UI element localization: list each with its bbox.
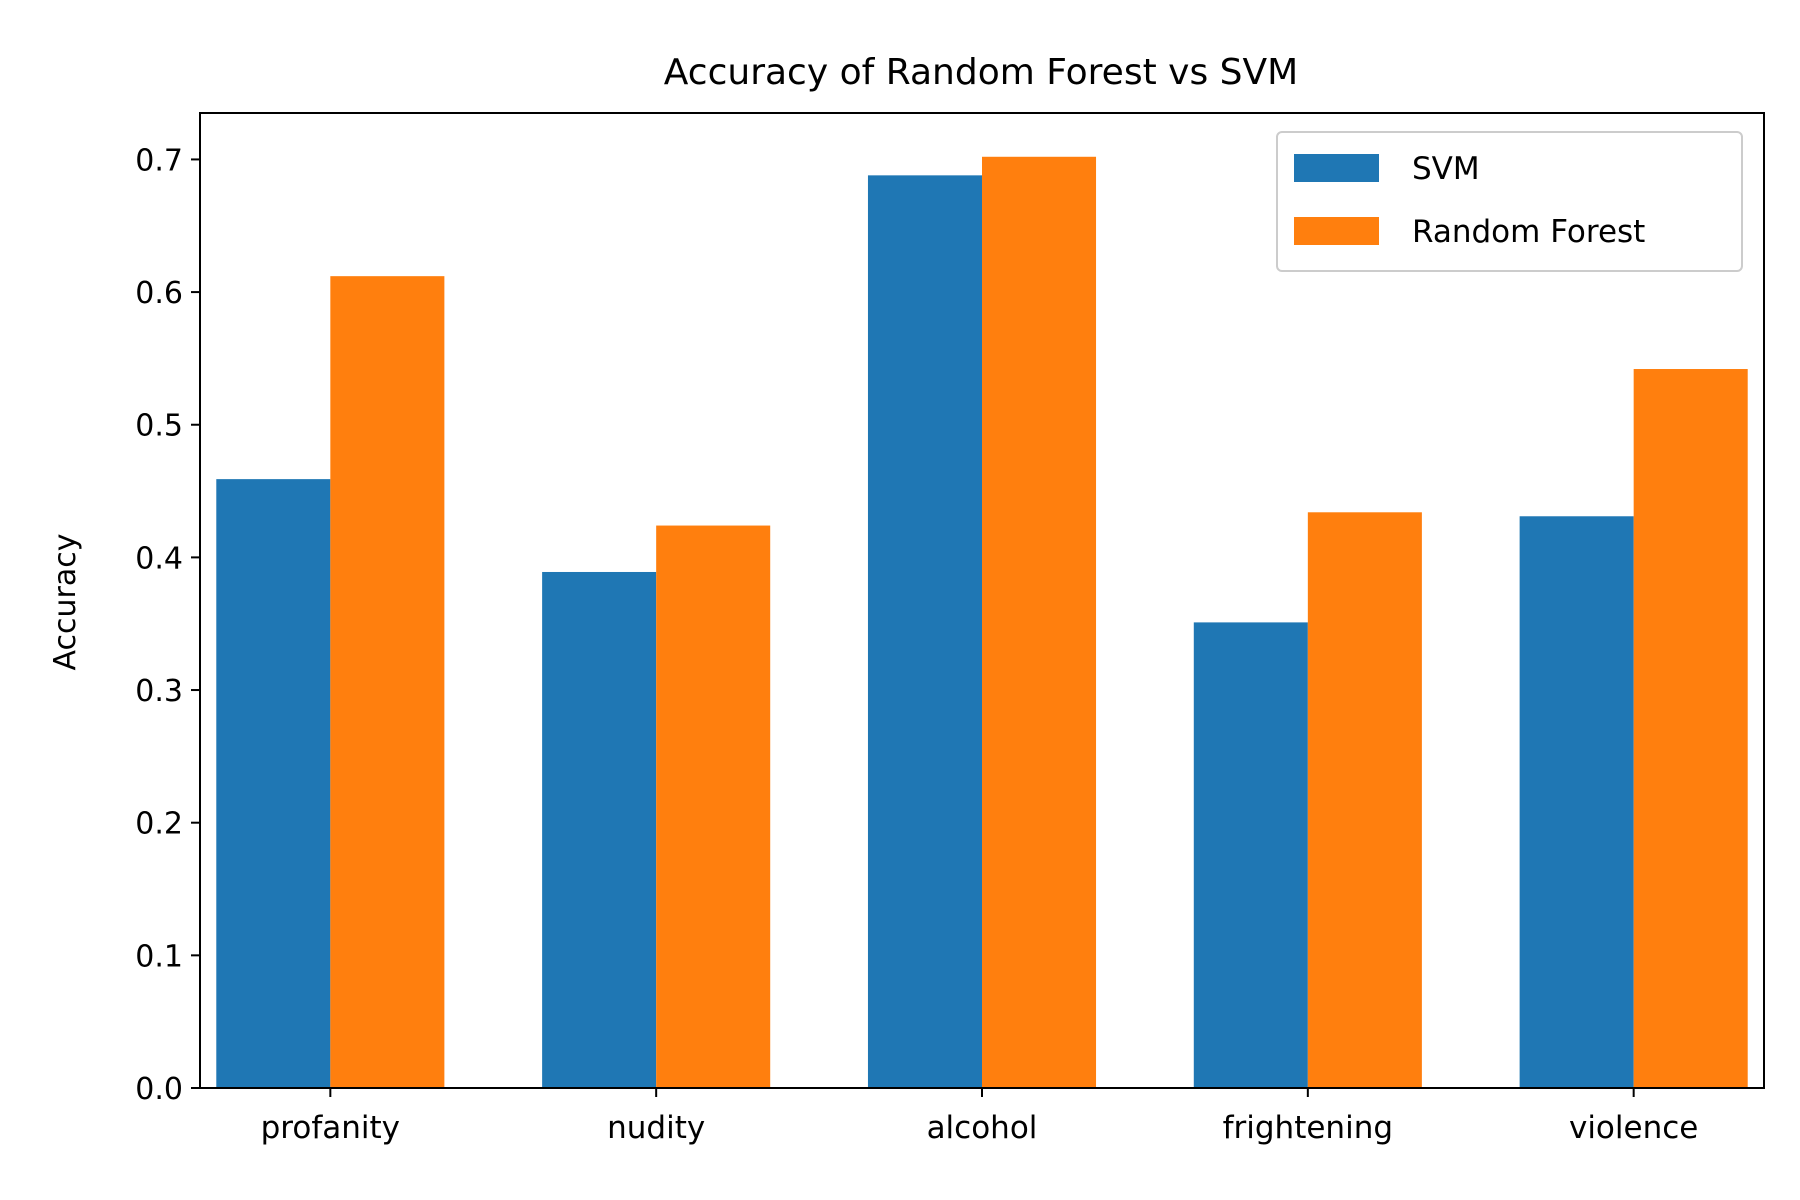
bars-layer xyxy=(216,156,1748,1089)
bar-svm-frightening xyxy=(1193,622,1308,1088)
bar-random-forest-profanity xyxy=(330,276,445,1088)
y-tick-label: 0.0 xyxy=(135,1072,183,1107)
legend-label-svm: SVM xyxy=(1412,151,1480,187)
bar-svm-alcohol xyxy=(867,175,982,1089)
bar-svm-nudity xyxy=(542,571,657,1088)
x-tick-label-frightening: frightening xyxy=(1223,1110,1393,1146)
legend-frame xyxy=(1276,131,1743,272)
legend-label-random-forest: Random Forest xyxy=(1412,214,1645,250)
bar-random-forest-violence xyxy=(1633,369,1748,1089)
legend: SVM Random Forest xyxy=(1276,131,1743,272)
bar-random-forest-nudity xyxy=(656,525,771,1088)
y-tick-label: 0.1 xyxy=(135,939,183,974)
bar-random-forest-frightening xyxy=(1307,512,1422,1088)
y-tick-label: 0.5 xyxy=(135,409,183,444)
bar-svm-profanity xyxy=(216,479,331,1088)
axes-layer: 0.0 0.1 0.2 0.3 0.4 0.5 0.6 0.7 profanity nudity a… xyxy=(135,112,1765,1146)
chart-title: Accuracy of Random Forest vs SVM xyxy=(664,52,1298,93)
legend-swatch-random-forest xyxy=(1294,217,1379,245)
y-tick-label: 0.2 xyxy=(135,807,183,842)
legend-swatch-svm xyxy=(1294,154,1379,182)
x-tick-label-alcohol: alcohol xyxy=(927,1110,1038,1146)
y-tick-label: 0.4 xyxy=(135,541,183,576)
x-tick-label-violence: violence xyxy=(1569,1110,1698,1146)
y-tick-label: 0.7 xyxy=(135,143,183,178)
bar-random-forest-alcohol xyxy=(982,156,1097,1088)
y-axis-label: Accuracy xyxy=(48,534,83,671)
y-tick-label: 0.6 xyxy=(135,276,183,311)
x-tick-label-profanity: profanity xyxy=(261,1110,400,1146)
x-tick-label-nudity: nudity xyxy=(607,1110,705,1146)
bar-svm-violence xyxy=(1519,516,1634,1088)
y-tick-label: 0.3 xyxy=(135,674,183,709)
